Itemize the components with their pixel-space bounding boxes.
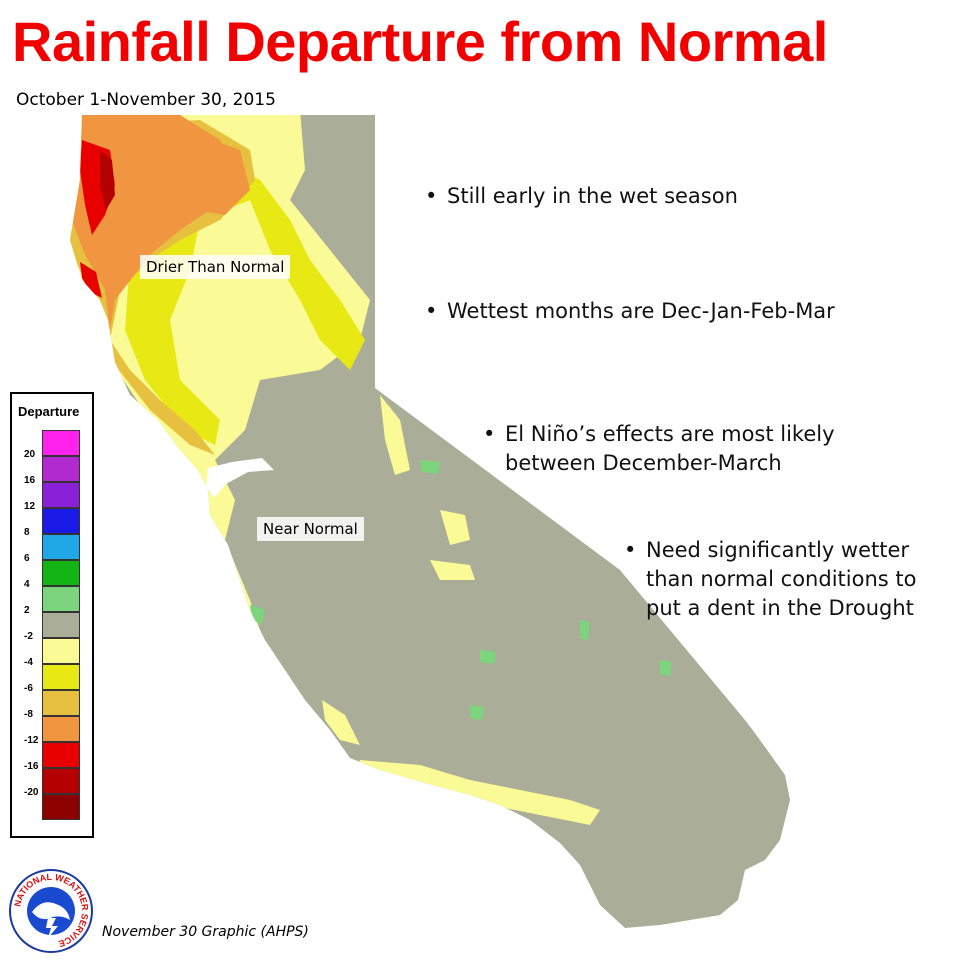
bullet-dot: • [425, 184, 438, 208]
legend-swatch [42, 612, 80, 638]
sf-bay [206, 458, 274, 498]
bullet-4-line-2: than normal conditions to [646, 567, 917, 591]
legend-tick-label: 2 [24, 605, 30, 616]
legend-swatch [42, 742, 80, 768]
legend-swatch [42, 482, 80, 508]
legend-swatch [42, 508, 80, 534]
departure-regions [70, 115, 672, 825]
region-minus-2-4-sierra [380, 395, 410, 475]
legend-tick-label: 6 [24, 553, 30, 564]
bullet-4-line-1: Need significantly wetter [646, 538, 910, 562]
region-minus-2-4-south [355, 760, 600, 825]
legend-swatch [42, 716, 80, 742]
region-plus-2-4-5 [480, 650, 496, 664]
footer-caption: November 30 Graphic (AHPS) [102, 924, 309, 940]
legend-tick-label: 16 [24, 475, 36, 486]
legend-tick-label: -12 [24, 735, 39, 746]
legend-swatch [42, 430, 80, 456]
bullet-3-line-1: El Niño’s effects are most likely [505, 422, 835, 446]
legend-swatch [42, 560, 80, 586]
channel-island-2 [498, 838, 520, 848]
legend-tick-label: 20 [24, 449, 36, 460]
label-near-normal: Near Normal [257, 517, 364, 541]
bullet-4-line-3: put a dent in the Drought [646, 596, 914, 620]
region-minus-8-12-east [180, 130, 250, 215]
legend-swatch [42, 664, 80, 690]
bullet-dot: • [624, 538, 637, 562]
bullet-3-line-2: between December-March [505, 451, 782, 475]
legend-title: Departure [18, 404, 80, 419]
bullet-1: • Still early in the wet season [425, 182, 738, 211]
legend-swatch [42, 794, 80, 820]
legend-swatch [42, 690, 80, 716]
region-minus-12-16-coast [80, 262, 102, 298]
logo-cloud [32, 902, 70, 920]
region-plus-2-4-1 [420, 460, 440, 474]
region-plus-2-4-6 [470, 705, 484, 720]
region-minus-16-20 [100, 150, 115, 210]
region-minus-2-4-patch2 [430, 560, 475, 580]
legend-tick-label: -16 [24, 761, 39, 772]
region-minus-2-4-patch1 [440, 510, 470, 545]
region-plus-2-4-4 [660, 660, 672, 676]
bullet-4: • Need significantly wetter than normal … [624, 536, 917, 623]
legend-tick-label: -2 [24, 631, 33, 642]
bullet-dot: • [483, 422, 496, 446]
bullet-1-line-1: Still early in the wet season [447, 184, 738, 208]
legend-tick-label: -4 [24, 657, 33, 668]
legend-tick-label: -20 [24, 787, 39, 798]
label-drier-than-normal: Drier Than Normal [140, 255, 291, 279]
page-subtitle: October 1-November 30, 2015 [16, 90, 276, 110]
bullet-2-line-1: Wettest months are Dec-Jan-Feb-Mar [447, 299, 835, 323]
legend-swatch [42, 534, 80, 560]
legend-swatch [42, 586, 80, 612]
legend-swatch [42, 638, 80, 664]
california-shape [70, 115, 790, 928]
legend-tick-label: 12 [24, 501, 36, 512]
legend-swatch [42, 456, 80, 482]
region-minus-2-4-coast [322, 700, 360, 745]
bullet-2: • Wettest months are Dec-Jan-Feb-Mar [425, 297, 835, 326]
legend-tick-label: -6 [24, 683, 33, 694]
channel-island-1 [430, 828, 470, 838]
legend-tick-label: -8 [24, 709, 33, 720]
bullet-3: • El Niño’s effects are most likely betw… [483, 420, 835, 478]
bullet-dot: • [425, 299, 438, 323]
legend: Departure 20 16 12 8 6 4 2 -2 -4 -6 -8 -12 -16 -20 [10, 392, 94, 838]
page-title: Rainfall Departure from Normal [12, 10, 828, 73]
legend-tick-label: 4 [24, 579, 30, 590]
legend-swatch [42, 768, 80, 794]
legend-tick-label: 8 [24, 527, 30, 538]
region-plus-2-4-3 [580, 620, 590, 640]
logo-lightning [46, 918, 58, 938]
noaa-nws-logo: NATIONAL WEATHER SERVICE [9, 869, 93, 953]
